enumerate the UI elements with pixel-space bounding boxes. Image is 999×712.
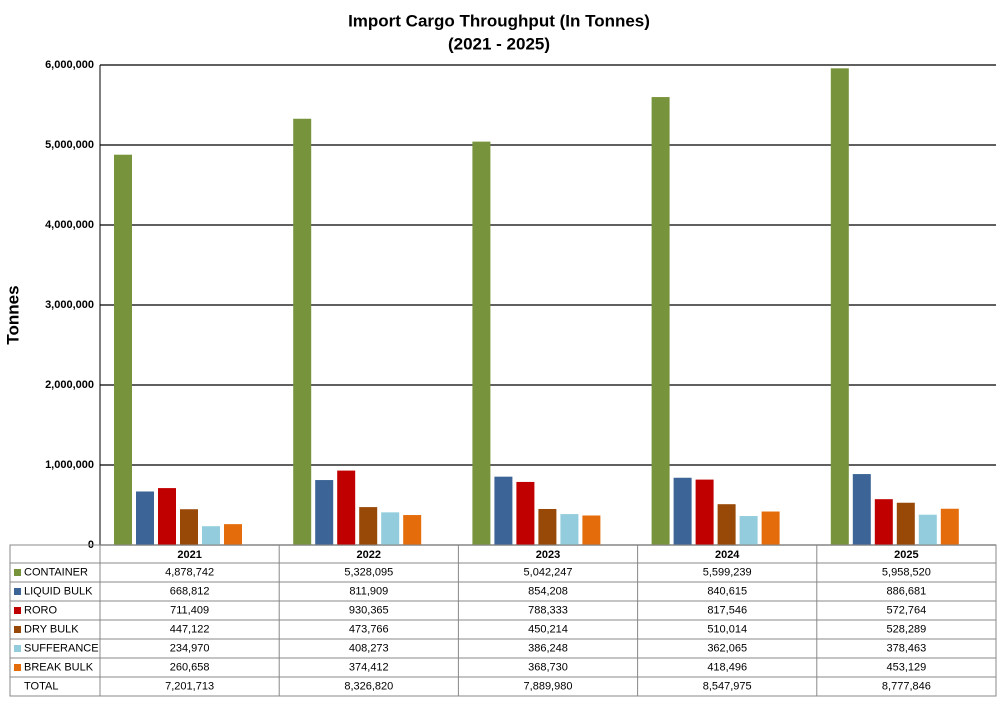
total-value: 7,889,980	[524, 680, 573, 692]
bar	[224, 524, 242, 545]
table-value: 408,273	[349, 642, 389, 654]
legend-label: CONTAINER	[24, 566, 88, 578]
x-tick-label: 2023	[536, 549, 560, 561]
table-value: 453,129	[887, 661, 927, 673]
table-value: 234,970	[170, 642, 210, 654]
legend-swatch	[14, 588, 21, 595]
y-tick-label: 6,000,000	[45, 59, 94, 71]
table-value: 817,546	[707, 604, 747, 616]
bar	[315, 480, 334, 545]
table-value: 811,909	[349, 585, 388, 597]
x-tick-label: 2022	[357, 549, 381, 561]
bar	[293, 118, 312, 545]
bar	[761, 511, 780, 545]
table-value: 528,289	[887, 623, 927, 635]
bar	[136, 491, 154, 545]
total-value: 8,326,820	[344, 680, 393, 692]
legend-swatch	[14, 569, 21, 576]
bar	[852, 474, 871, 545]
chart-subtitle: (2021 - 2025)	[448, 34, 550, 53]
y-tick-label: 1,000,000	[45, 459, 94, 471]
bar	[695, 479, 714, 545]
table-value: 260,658	[170, 661, 210, 673]
y-axis-title: Tonnes	[3, 285, 22, 344]
bar	[918, 514, 937, 545]
bar	[830, 68, 849, 546]
bar	[472, 141, 491, 545]
bar	[202, 526, 220, 545]
bar	[717, 504, 736, 545]
table-value: 854,208	[528, 585, 568, 597]
table-value: 930,365	[349, 604, 389, 616]
table-value: 450,214	[528, 623, 568, 635]
legend-label: RORO	[24, 604, 57, 616]
legend-swatch	[14, 626, 21, 633]
bar	[516, 481, 535, 545]
table-value: 886,681	[887, 585, 927, 597]
table-value: 788,333	[528, 604, 568, 616]
table-value: 418,496	[707, 661, 747, 673]
x-tick-label: 2025	[894, 549, 918, 561]
table-value: 386,248	[528, 642, 568, 654]
table-value: 473,766	[349, 623, 389, 635]
legend-swatch	[14, 645, 21, 652]
table-value: 711,409	[170, 604, 209, 616]
table-value: 5,958,520	[882, 566, 931, 578]
bar	[158, 488, 176, 545]
bar	[180, 509, 198, 545]
bar	[673, 477, 692, 545]
bar	[381, 512, 400, 545]
bar	[403, 515, 422, 545]
bar	[359, 507, 378, 545]
bar	[538, 508, 557, 545]
table-value: 378,463	[887, 642, 927, 654]
bar	[114, 154, 132, 546]
bar	[560, 514, 579, 545]
bar	[896, 502, 915, 545]
legend-label: BREAK BULK	[24, 661, 94, 673]
table-value: 368,730	[528, 661, 568, 673]
table-value: 840,615	[707, 585, 747, 597]
y-tick-label: 5,000,000	[45, 139, 94, 151]
table-value: 4,878,742	[165, 566, 214, 578]
total-label: TOTAL	[24, 680, 58, 692]
total-value: 7,201,713	[165, 680, 214, 692]
legend-label: LIQUID BULK	[24, 585, 93, 597]
legend-swatch	[14, 607, 21, 614]
total-value: 8,777,846	[882, 680, 931, 692]
legend-label: SUFFERANCE	[24, 642, 99, 654]
table-value: 362,065	[707, 642, 747, 654]
table-value: 510,014	[707, 623, 747, 635]
table-value: 447,122	[170, 623, 210, 635]
y-tick-label: 3,000,000	[45, 299, 94, 311]
bar	[337, 470, 356, 545]
bar	[494, 476, 513, 545]
y-tick-label: 2,000,000	[45, 379, 94, 391]
chart-title: Import Cargo Throughput (In Tonnes)	[348, 11, 650, 30]
bar	[874, 499, 893, 545]
y-tick-label: 4,000,000	[45, 219, 94, 231]
table-value: 374,412	[349, 661, 389, 673]
bar	[940, 508, 959, 545]
table-value: 572,764	[887, 604, 927, 616]
legend-swatch	[14, 664, 21, 671]
table-value: 668,812	[170, 585, 210, 597]
total-value: 8,547,975	[703, 680, 752, 692]
table-value: 5,599,239	[703, 566, 752, 578]
bar	[739, 516, 758, 545]
table-value: 5,328,095	[344, 566, 393, 578]
bar	[651, 97, 670, 545]
table-value: 5,042,247	[524, 566, 573, 578]
x-tick-label: 2021	[177, 549, 201, 561]
bar	[582, 515, 601, 545]
x-tick-label: 2024	[715, 549, 740, 561]
legend-label: DRY BULK	[24, 623, 79, 635]
